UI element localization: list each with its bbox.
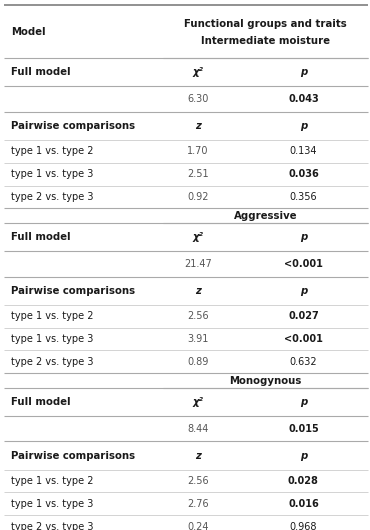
Text: 0.027: 0.027 (288, 311, 319, 321)
Text: z: z (195, 450, 201, 461)
Text: 2.56: 2.56 (187, 476, 209, 486)
Text: 0.134: 0.134 (290, 146, 317, 156)
Text: type 1 vs. type 3: type 1 vs. type 3 (11, 169, 94, 179)
Text: z: z (195, 121, 201, 131)
Text: type 1 vs. type 3: type 1 vs. type 3 (11, 499, 94, 509)
Text: type 2 vs. type 3: type 2 vs. type 3 (11, 357, 94, 367)
Text: χ²: χ² (192, 67, 204, 77)
Text: Full model: Full model (11, 67, 71, 77)
Text: Pairwise comparisons: Pairwise comparisons (11, 450, 135, 461)
Text: 0.015: 0.015 (288, 424, 319, 434)
Text: p: p (300, 397, 307, 407)
Text: <0.001: <0.001 (284, 334, 323, 344)
Text: type 1 vs. type 3: type 1 vs. type 3 (11, 334, 94, 344)
Text: 0.043: 0.043 (288, 94, 319, 104)
Text: 6.30: 6.30 (187, 94, 209, 104)
Text: type 1 vs. type 2: type 1 vs. type 2 (11, 146, 94, 156)
Text: p: p (300, 286, 307, 296)
Text: Aggressive: Aggressive (234, 211, 297, 220)
Text: 3.91: 3.91 (187, 334, 209, 344)
Text: Pairwise comparisons: Pairwise comparisons (11, 286, 135, 296)
Text: z: z (195, 286, 201, 296)
Text: 8.44: 8.44 (187, 424, 209, 434)
Text: type 1 vs. type 2: type 1 vs. type 2 (11, 476, 94, 486)
Text: 0.968: 0.968 (290, 522, 317, 530)
Text: Pairwise comparisons: Pairwise comparisons (11, 121, 135, 131)
Text: 0.036: 0.036 (288, 169, 319, 179)
Text: Model: Model (11, 27, 46, 37)
Text: 0.356: 0.356 (290, 192, 317, 202)
Text: p: p (300, 450, 307, 461)
Text: 0.016: 0.016 (288, 499, 319, 509)
Text: Monogynous: Monogynous (229, 376, 302, 385)
Text: 0.92: 0.92 (187, 192, 209, 202)
Text: p: p (300, 232, 307, 242)
Text: type 1 vs. type 2: type 1 vs. type 2 (11, 311, 94, 321)
Text: 2.51: 2.51 (187, 169, 209, 179)
Text: p: p (300, 121, 307, 131)
Text: 2.76: 2.76 (187, 499, 209, 509)
Text: 0.24: 0.24 (187, 522, 209, 530)
Text: χ²: χ² (192, 232, 204, 242)
Text: χ²: χ² (192, 397, 204, 407)
Text: 0.89: 0.89 (187, 357, 209, 367)
Text: Full model: Full model (11, 232, 71, 242)
Text: type 2 vs. type 3: type 2 vs. type 3 (11, 522, 94, 530)
Text: Functional groups and traits: Functional groups and traits (184, 19, 347, 29)
Text: 0.632: 0.632 (290, 357, 317, 367)
Text: 0.028: 0.028 (288, 476, 319, 486)
Text: p: p (300, 67, 307, 77)
Text: 21.47: 21.47 (184, 259, 212, 269)
Text: Full model: Full model (11, 397, 71, 407)
Text: 2.56: 2.56 (187, 311, 209, 321)
Text: <0.001: <0.001 (284, 259, 323, 269)
Text: type 2 vs. type 3: type 2 vs. type 3 (11, 192, 94, 202)
Text: 1.70: 1.70 (187, 146, 209, 156)
Text: Intermediate moisture: Intermediate moisture (201, 37, 330, 46)
